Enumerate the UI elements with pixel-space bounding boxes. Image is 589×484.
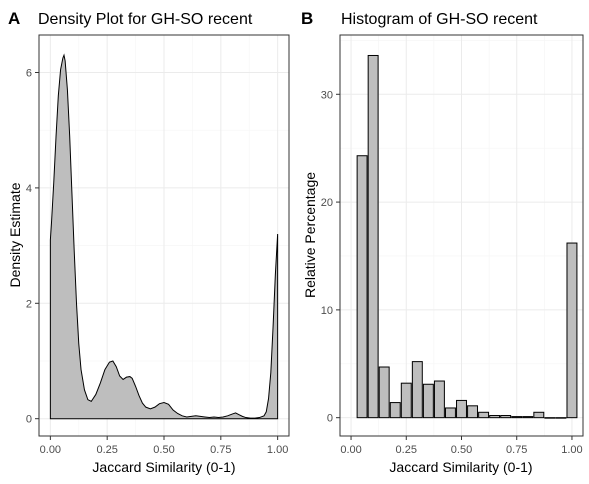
panel-a: A Density Plot for GH-SO recent 0.00 0.25… (7, 9, 290, 475)
panel-b-title: Histogram of GH-SO recent (341, 11, 538, 28)
histogram-bars (356, 54, 578, 419)
panel-a-y-tick-label: 2 (26, 298, 32, 310)
histogram-bar (367, 54, 379, 419)
panel-b-y-tick-label: 10 (321, 305, 333, 317)
density-area (49, 53, 279, 420)
histogram-bar (444, 407, 456, 419)
histogram-bar (566, 242, 578, 419)
panel-a-x-tick-label: 0.75 (210, 444, 231, 456)
histogram-bar (478, 411, 490, 419)
histogram-bar (389, 402, 401, 419)
panel-a-y-tick-label: 0 (26, 414, 32, 426)
histogram-bar (533, 411, 545, 419)
panel-a-x-tick-label: 0.00 (40, 444, 61, 456)
histogram-bar (422, 383, 434, 419)
panel-a-x-tick-label: 1.00 (267, 444, 288, 456)
panel-b-x-axis: 0.00 0.25 0.50 0.75 1.00 (340, 436, 583, 456)
panel-b-x-tick-label: 0.25 (396, 444, 417, 456)
histogram-bar (555, 417, 567, 419)
histogram-bar (356, 155, 368, 419)
histogram-bar (433, 380, 445, 419)
panel-b-x-axis-label: Jaccard Similarity (0-1) (389, 459, 532, 475)
histogram-bar (489, 415, 501, 419)
panel-a-y-tick-label: 6 (26, 68, 32, 80)
histogram-bar (400, 382, 412, 419)
panel-a-x-tick-label: 0.25 (96, 444, 117, 456)
histogram-bar (467, 405, 479, 419)
histogram-bar (500, 415, 512, 419)
histogram-bar (511, 416, 523, 419)
panel-a-x-axis-label: Jaccard Similarity (0-1) (92, 459, 235, 475)
panel-a-letter: A (8, 9, 20, 28)
panel-b-y-axis: 0 10 20 30 (321, 89, 340, 425)
panel-a-y-axis-label: Density Estimate (7, 182, 23, 287)
panel-a-x-axis: 0.00 0.25 0.50 0.75 1.00 (40, 436, 288, 456)
panel-a-x-tick-label: 0.50 (153, 444, 174, 456)
panel-b-y-axis-label: Relative Percentage (302, 172, 318, 298)
panel-b-y-tick-label: 0 (327, 413, 333, 425)
panel-a-y-axis: 0 2 4 6 (26, 68, 39, 426)
panel-b-x-tick-label: 1.00 (561, 444, 582, 456)
panel-a-y-tick-label: 4 (26, 183, 32, 195)
histogram-bar (378, 366, 390, 419)
histogram-bar (544, 417, 556, 419)
panel-a-title: Density Plot for GH-SO recent (38, 11, 253, 28)
panel-b-x-tick-label: 0.50 (451, 444, 472, 456)
panel-b-y-tick-label: 30 (321, 89, 333, 101)
panel-b-letter: B (301, 9, 313, 28)
panel-b-y-tick-label: 20 (321, 197, 333, 209)
panel-b: B Histogram of GH-SO recent 0.00 0.25 0.50… (301, 9, 584, 475)
histogram-bar (522, 416, 534, 419)
panel-b-x-tick-label: 0.00 (340, 444, 361, 456)
histogram-bar (456, 399, 467, 419)
histogram-bar (411, 361, 423, 419)
panel-b-x-tick-label: 0.75 (506, 444, 527, 456)
